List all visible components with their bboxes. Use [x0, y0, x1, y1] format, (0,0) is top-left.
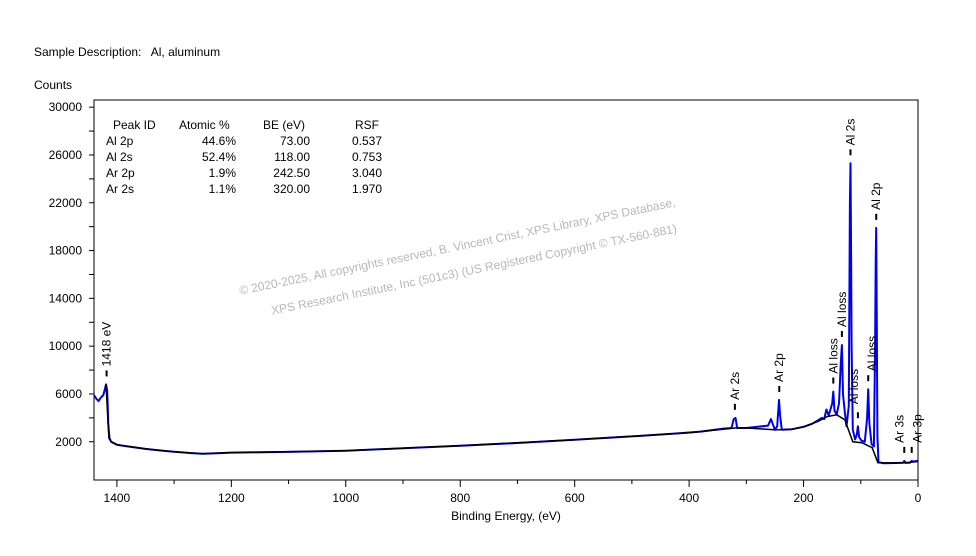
x-tick-label: 0 [915, 491, 922, 505]
table-cell: 0.753 [352, 150, 382, 164]
table-cell: 0.537 [352, 134, 382, 148]
y-tick-label: 2000 [55, 435, 82, 449]
peak-label: Al loss [865, 336, 879, 371]
x-tick-label: 800 [450, 491, 470, 505]
peak-label: Ar 3s [892, 415, 906, 443]
peak-label: 1418 eV [100, 322, 114, 367]
peak-label: Al 2p [869, 182, 883, 210]
background-line [105, 384, 919, 464]
peak-label: Al loss [847, 369, 861, 404]
x-tick-label: 1400 [104, 491, 131, 505]
table-header: BE (eV) [263, 118, 305, 132]
y-tick-label: 14000 [49, 291, 83, 305]
y-tick-label: 18000 [49, 244, 83, 258]
x-axis-label: Binding Energy, (eV) [451, 509, 561, 523]
x-tick-label: 400 [679, 491, 699, 505]
table-cell: Al 2s [106, 150, 133, 164]
sample-description-value: Al, aluminum [150, 45, 221, 59]
table-cell: 3.040 [352, 166, 382, 180]
y-axis-label: Counts [34, 78, 73, 92]
sample-description: Sample Description: Al, aluminum [34, 45, 220, 59]
x-tick-label: 600 [565, 491, 585, 505]
y-tick-label: 6000 [55, 387, 82, 401]
table-cell: 1.9% [209, 166, 237, 180]
table-header: Atomic % [179, 118, 230, 132]
table-cell: Ar 2s [106, 182, 134, 196]
table-cell: 118.00 [274, 150, 310, 164]
peak-label: Al loss [826, 338, 840, 373]
table-cell: 1.970 [352, 182, 382, 196]
table-cell: 320.00 [273, 182, 310, 196]
y-tick-label: 26000 [49, 148, 83, 162]
x-tick-label: 200 [794, 491, 814, 505]
peak-label: Ar 2s [728, 372, 742, 400]
table-header: RSF [355, 118, 379, 132]
peak-label: Al 2s [843, 119, 857, 146]
table-cell: 73.00 [280, 134, 310, 148]
peak-label: Ar 3p [911, 414, 925, 443]
table-cell: 1.1% [209, 182, 237, 196]
table-cell: Al 2p [106, 134, 134, 148]
x-tick-label: 1000 [332, 491, 359, 505]
table-cell: 52.4% [202, 150, 236, 164]
y-tick-label: 22000 [49, 196, 83, 210]
plot-frame [93, 99, 919, 481]
table-cell: Ar 2p [106, 166, 135, 180]
x-tick-label: 1200 [218, 491, 245, 505]
peak-label: Ar 2p [772, 353, 786, 382]
peak-label: Al loss [835, 292, 849, 327]
y-tick-label: 10000 [49, 339, 83, 353]
table-cell: 44.6% [202, 134, 236, 148]
sample-description-label: Sample Description: [34, 45, 142, 59]
table-header: Peak ID [113, 118, 156, 132]
spectrum-line [93, 162, 919, 465]
y-tick-label: 30000 [49, 100, 83, 114]
table-cell: 242.50 [273, 166, 310, 180]
